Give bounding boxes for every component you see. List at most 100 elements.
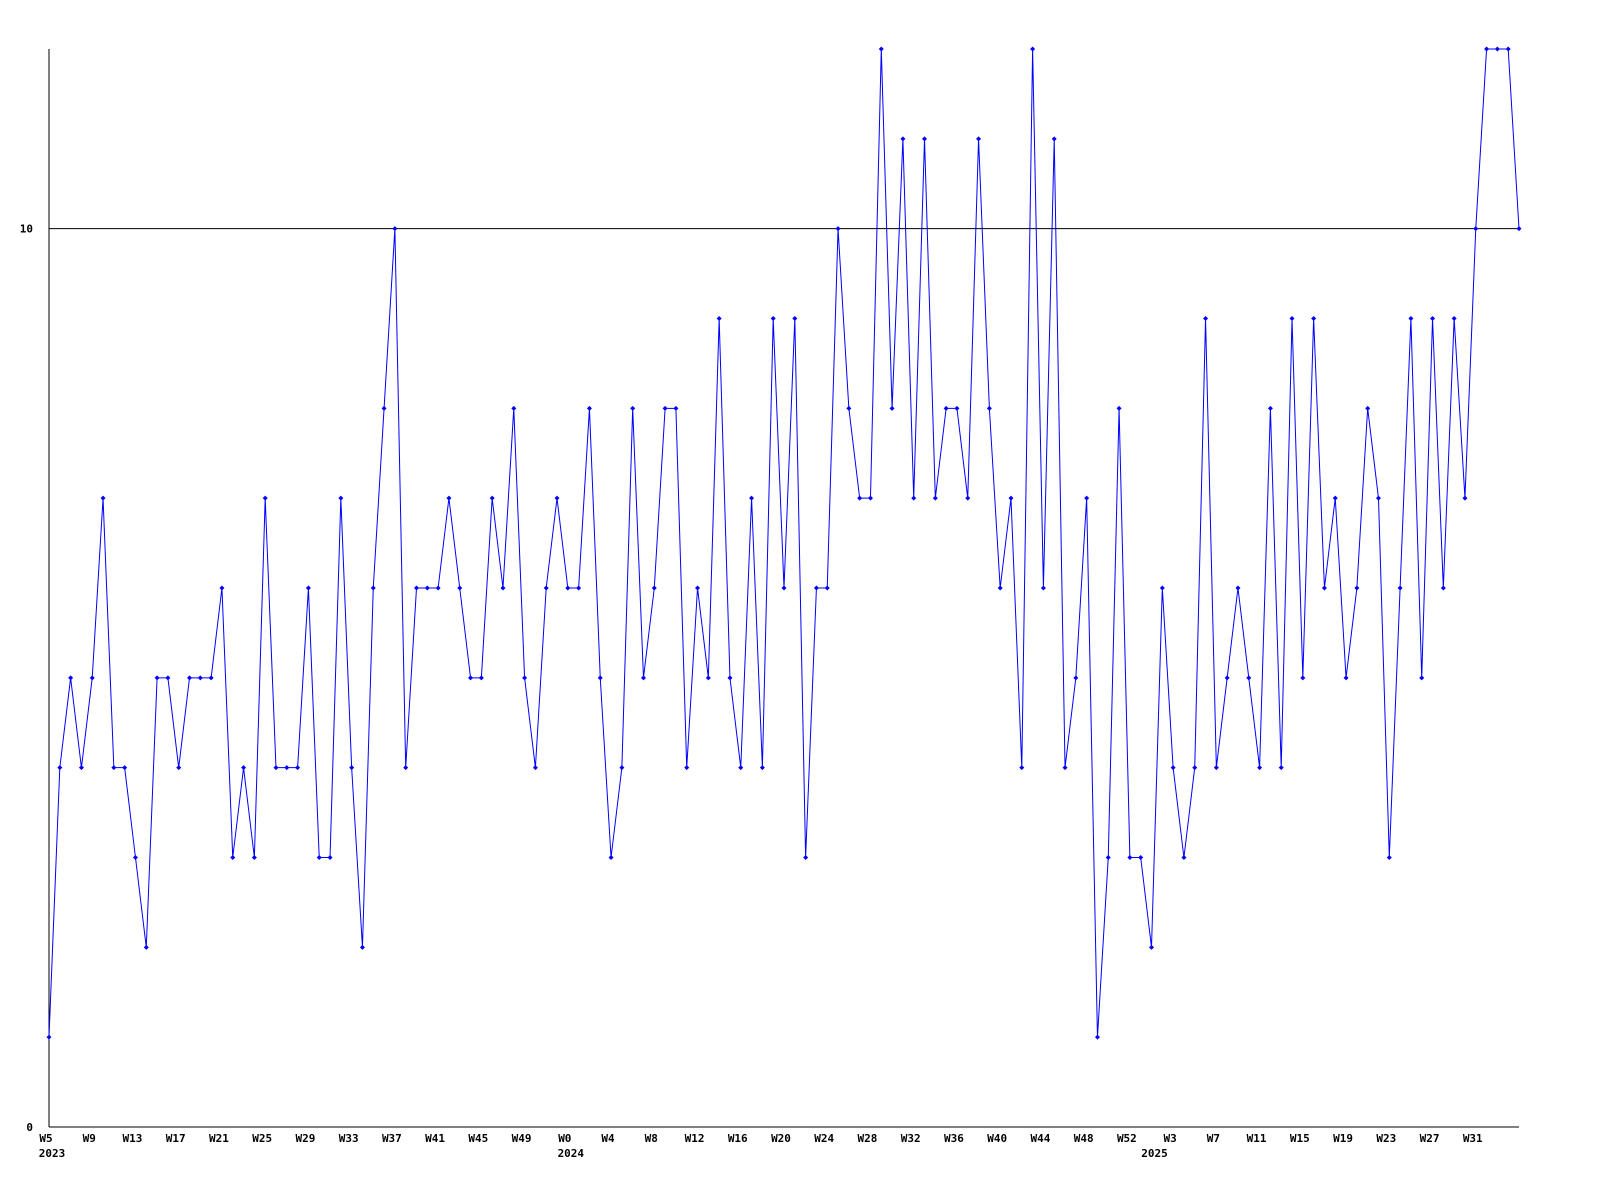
point (111, 765, 117, 771)
x-tick-label: W0 (558, 1132, 571, 1145)
x-tick-label: W20 (771, 1132, 791, 1145)
point (478, 675, 484, 681)
point (684, 765, 690, 771)
x-tick-label: W45 (468, 1132, 488, 1145)
point (1267, 405, 1273, 411)
x-tick-label: W27 (1420, 1132, 1440, 1145)
point (403, 765, 409, 771)
x-tick-label: W31 (1463, 1132, 1483, 1145)
point (695, 585, 701, 591)
point (457, 585, 463, 591)
point (132, 855, 138, 860)
point (803, 855, 809, 860)
point (1116, 405, 1122, 411)
point (327, 855, 333, 860)
point (997, 585, 1003, 591)
point (143, 944, 149, 950)
point (165, 675, 171, 681)
x-tick-label: W28 (858, 1132, 878, 1145)
point (619, 765, 625, 771)
point (1462, 495, 1468, 501)
point (1311, 316, 1317, 321)
point (176, 765, 182, 771)
x-tick-label: W8 (645, 1132, 658, 1145)
point (565, 585, 571, 591)
point (1484, 46, 1490, 52)
point (1375, 495, 1381, 501)
point (511, 405, 517, 411)
point (932, 495, 938, 501)
point (1040, 585, 1046, 591)
x-tick-label: W33 (339, 1132, 359, 1145)
point (381, 405, 387, 411)
point (89, 675, 95, 681)
point (500, 585, 506, 591)
point (46, 1034, 52, 1040)
point (1019, 765, 1025, 771)
point (824, 585, 830, 591)
point (1094, 1034, 1100, 1040)
point (554, 495, 560, 501)
point (1473, 226, 1479, 232)
x-tick-label: W17 (166, 1132, 186, 1145)
point (316, 855, 322, 860)
point (1224, 675, 1230, 681)
point (1235, 585, 1241, 591)
point (1213, 765, 1219, 771)
point (446, 495, 452, 501)
point (359, 944, 365, 950)
x-tick-label: W19 (1333, 1132, 1353, 1145)
point (1159, 585, 1165, 591)
point (154, 675, 160, 681)
point (273, 765, 279, 771)
point (370, 585, 376, 591)
x-tick-label: W52 (1117, 1132, 1137, 1145)
point (187, 675, 193, 681)
year-label: 2023 (39, 1147, 66, 1160)
point (1430, 316, 1436, 321)
point (813, 585, 819, 591)
point (770, 316, 776, 321)
point (608, 855, 614, 860)
point (219, 585, 225, 591)
point (878, 46, 884, 52)
point (749, 495, 755, 501)
point (846, 405, 852, 411)
point (943, 405, 949, 411)
point (759, 765, 765, 771)
x-tick-label: W44 (1030, 1132, 1050, 1145)
x-tick-label: W5 (39, 1132, 52, 1145)
point (78, 765, 84, 771)
x-tick-label: W16 (728, 1132, 748, 1145)
x-tick-label: W3 (1163, 1132, 1176, 1145)
point (197, 675, 203, 681)
point (1138, 855, 1144, 860)
point (284, 765, 290, 771)
point (738, 765, 744, 771)
point (392, 226, 398, 232)
point (835, 226, 841, 232)
point (922, 136, 928, 142)
point (1332, 495, 1338, 501)
point (1030, 46, 1036, 52)
point (57, 765, 63, 771)
point (1008, 495, 1014, 501)
point (414, 585, 419, 591)
point (1127, 855, 1133, 860)
x-tick-label: W32 (901, 1132, 921, 1145)
point (597, 675, 603, 681)
point (1073, 675, 1079, 681)
point (576, 585, 582, 591)
x-tick-label: W24 (814, 1132, 834, 1145)
point (1419, 675, 1425, 681)
point (1246, 675, 1252, 681)
point (867, 495, 873, 501)
point (662, 405, 668, 411)
point (889, 405, 895, 411)
point (435, 585, 441, 591)
point (1440, 585, 1446, 591)
point (1062, 765, 1068, 771)
point (68, 675, 74, 681)
x-tick-label: W13 (123, 1132, 143, 1145)
